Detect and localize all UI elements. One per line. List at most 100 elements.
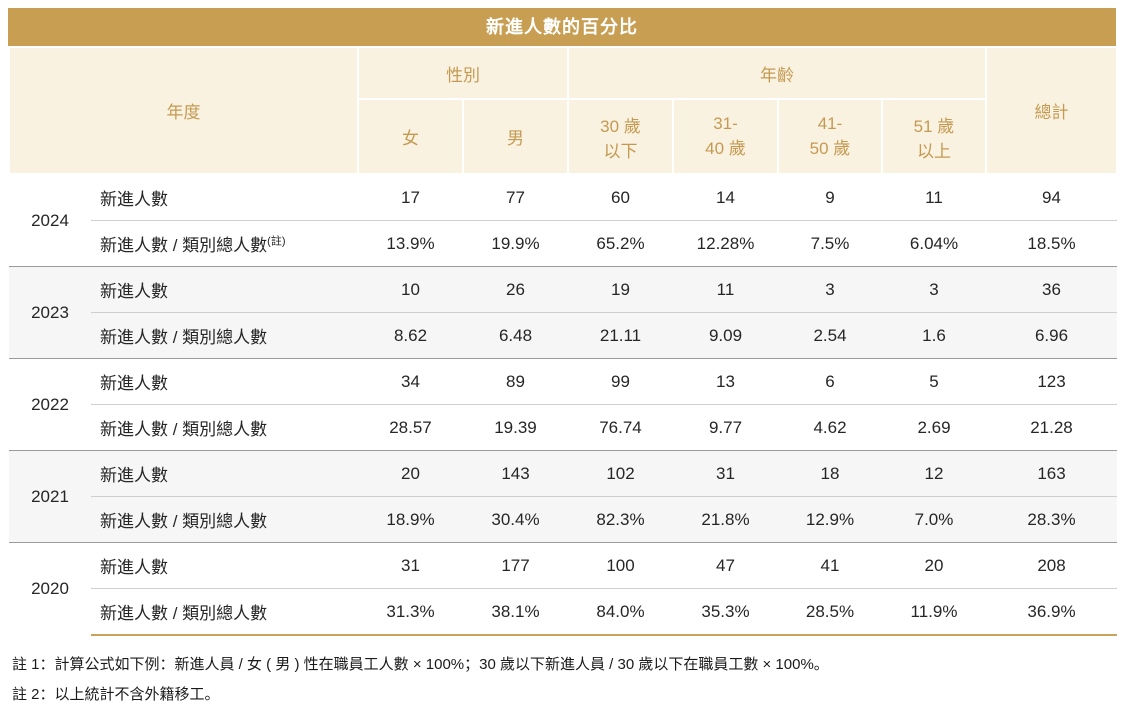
cell-value: 31.3% [358, 588, 463, 636]
cell-value: 123 [986, 358, 1117, 405]
table-row: 2021 新進人數 20 143 102 31 18 12 163 [9, 450, 1117, 543]
year-label: 2021 [9, 450, 91, 543]
footnote-2: 註 2：以上統計不含外籍移工。 [12, 686, 220, 703]
year-label: 2022 [9, 358, 91, 451]
cell-value: 13 [673, 358, 778, 405]
cell-value: 7.5% [778, 220, 882, 267]
table-row: 新進人數 / 類別總人數 8.62 6.48 21.11 9.09 2.54 1… [9, 312, 1117, 359]
cell-value: 6.04% [882, 220, 986, 267]
cell-value: 65.2% [568, 220, 673, 267]
cell-value: 76.74 [568, 404, 673, 451]
row-label-pct-text: 新進人數 / 類別總人數 [100, 512, 268, 531]
header-female: 女 [357, 98, 464, 175]
cell-value: 17 [358, 174, 463, 221]
cell-value: 13.9% [358, 220, 463, 267]
header-year: 年度 [8, 46, 359, 175]
row-label-pct: 新進人數 / 類別總人數 [91, 588, 358, 636]
cell-value: 11 [882, 174, 986, 221]
row-label-count: 新進人數 [91, 266, 358, 313]
cell-value: 99 [568, 358, 673, 405]
table-row: 新進人數 / 類別總人數(註) 13.9% 19.9% 65.2% 12.28%… [9, 220, 1117, 267]
cell-value: 10 [358, 266, 463, 313]
cell-value: 1.6 [882, 312, 986, 359]
row-label-pct: 新進人數 / 類別總人數 [91, 312, 358, 359]
header-age-under30: 30 歲 以下 [567, 98, 674, 175]
cell-value: 12.9% [778, 496, 882, 543]
cell-value: 3 [778, 266, 882, 313]
cell-value: 9.77 [673, 404, 778, 451]
cell-value: 94 [986, 174, 1117, 221]
cell-value: 35.3% [673, 588, 778, 636]
table-row: 2023 新進人數 10 26 19 11 3 3 36 [9, 266, 1117, 359]
cell-value: 84.0% [568, 588, 673, 636]
cell-value: 18 [778, 450, 882, 497]
cell-value: 36.9% [986, 588, 1117, 636]
table-row: 2022 新進人數 34 89 99 13 6 5 123 [9, 358, 1117, 451]
cell-value: 9.09 [673, 312, 778, 359]
year-label: 2023 [9, 266, 91, 359]
footnote-marker: (註) [267, 235, 286, 248]
cell-value: 41 [778, 542, 882, 589]
cell-value: 19.39 [463, 404, 568, 451]
cell-value: 9 [778, 174, 882, 221]
row-label-pct-text: 新進人數 / 類別總人數 [100, 604, 268, 623]
cell-value: 31 [358, 542, 463, 589]
cell-value: 18.9% [358, 496, 463, 543]
cell-value: 6.48 [463, 312, 568, 359]
cell-value: 2.54 [778, 312, 882, 359]
cell-value: 12 [882, 450, 986, 497]
cell-value: 28.3% [986, 496, 1117, 543]
row-label-pct-text: 新進人數 / 類別總人數 [100, 328, 268, 347]
row-label-pct: 新進人數 / 類別總人數(註) [91, 220, 358, 267]
cell-value: 8.62 [358, 312, 463, 359]
cell-value: 7.0% [882, 496, 986, 543]
cell-value: 89 [463, 358, 568, 405]
header-age-41-50: 41- 50 歲 [777, 98, 883, 175]
row-label-pct-text: 新進人數 / 類別總人數 [100, 420, 268, 439]
cell-value: 34 [358, 358, 463, 405]
cell-value: 60 [568, 174, 673, 221]
header-age-over51: 51 歲 以上 [881, 98, 987, 175]
table-row: 新進人數 / 類別總人數 18.9% 30.4% 82.3% 21.8% 12.… [9, 496, 1117, 543]
footnotes: 註 1：計算公式如下例：新進人員 / 女 ( 男 ) 性在職員工人數 × 100… [8, 636, 1116, 710]
cell-value: 5 [882, 358, 986, 405]
cell-value: 2.69 [882, 404, 986, 451]
cell-value: 18.5% [986, 220, 1117, 267]
footnote-1: 註 1：計算公式如下例：新進人員 / 女 ( 男 ) 性在職員工人數 × 100… [12, 656, 829, 673]
cell-value: 36 [986, 266, 1117, 313]
cell-value: 208 [986, 542, 1117, 589]
cell-value: 47 [673, 542, 778, 589]
cell-value: 102 [568, 450, 673, 497]
cell-value: 19.9% [463, 220, 568, 267]
cell-value: 12.28% [673, 220, 778, 267]
header-age: 年齡 [567, 46, 987, 100]
header-gender: 性別 [357, 46, 569, 100]
cell-value: 21.28 [986, 404, 1117, 451]
cell-value: 26 [463, 266, 568, 313]
row-label-count: 新進人數 [91, 174, 358, 221]
cell-value: 100 [568, 542, 673, 589]
cell-value: 82.3% [568, 496, 673, 543]
table-row: 新進人數 / 類別總人數 28.57 19.39 76.74 9.77 4.62… [9, 404, 1117, 451]
row-label-pct: 新進人數 / 類別總人數 [91, 496, 358, 543]
table-row: 2020 新進人數 31 177 100 47 41 20 208 [9, 542, 1117, 635]
cell-value: 3 [882, 266, 986, 313]
row-label-pct-text: 新進人數 / 類別總人數 [100, 236, 268, 255]
report-page: 新進人數的百分比 年度 性別 年齡 總計 女 男 30 歲 以下 31- 40 … [8, 8, 1118, 703]
cell-value: 28.57 [358, 404, 463, 451]
cell-value: 28.5% [778, 588, 882, 636]
table-title: 新進人數的百分比 [8, 8, 1116, 46]
cell-value: 177 [463, 542, 568, 589]
header-total: 總計 [985, 46, 1118, 175]
cell-value: 143 [463, 450, 568, 497]
row-label-count: 新進人數 [91, 450, 358, 497]
cell-value: 77 [463, 174, 568, 221]
cell-value: 20 [882, 542, 986, 589]
header-male: 男 [462, 98, 569, 175]
cell-value: 19 [568, 266, 673, 313]
cell-value: 21.11 [568, 312, 673, 359]
cell-value: 11 [673, 266, 778, 313]
row-label-pct: 新進人數 / 類別總人數 [91, 404, 358, 451]
cell-value: 38.1% [463, 588, 568, 636]
year-label: 2020 [9, 542, 91, 635]
